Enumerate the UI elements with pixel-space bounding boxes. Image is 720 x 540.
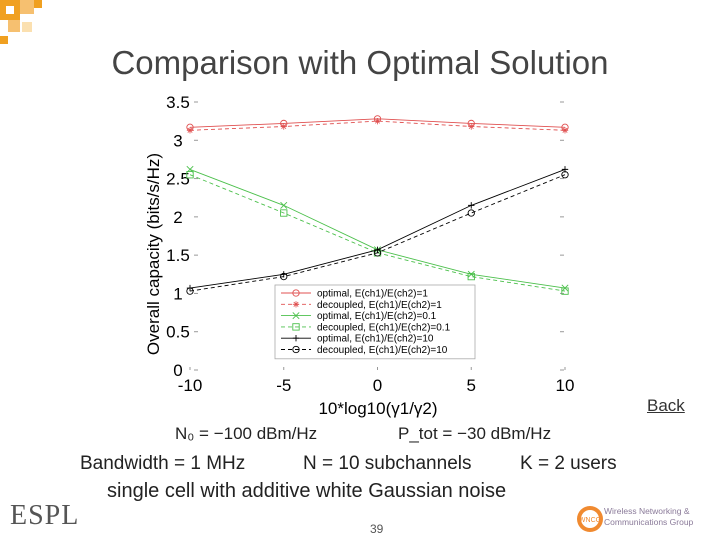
wncg-line-2: Communications Group <box>604 517 694 527</box>
data-point <box>468 202 475 209</box>
data-point <box>280 201 288 209</box>
x-axis-label: 10*log10(γ1/γ2) <box>318 399 437 418</box>
y-tick-label: 2.5 <box>166 170 190 189</box>
noise-density-eq: N₀ = −100 dBm/Hz <box>175 424 318 443</box>
data-point <box>292 289 300 297</box>
y-axis-label: Overall capacity (bits/s/Hz) <box>144 153 163 355</box>
back-link[interactable]: Back <box>647 396 685 415</box>
legend-entry: optimal, E(ch1)/E(ch2)=10 <box>317 334 434 345</box>
y-tick-label: 3 <box>173 131 182 150</box>
corner-decoration <box>0 0 42 44</box>
page-title: Comparison with Optimal Solution <box>111 44 609 81</box>
legend-entry: decoupled, E(ch1)/E(ch2)=1 <box>317 300 442 311</box>
scenario-description: single cell with additive white Gaussian… <box>107 480 507 502</box>
data-point <box>467 272 475 281</box>
data-point <box>374 117 381 125</box>
data-point <box>292 323 300 331</box>
espl-logo: ESPL <box>10 500 80 531</box>
data-point <box>467 209 475 217</box>
wncg-logo-text: Wireless Networking & Communications Gro… <box>604 506 693 528</box>
series-3 <box>186 165 569 292</box>
data-point <box>561 171 569 179</box>
data-point <box>280 123 287 130</box>
wncg-badge-text: WNCG <box>579 517 601 524</box>
total-power-eq: P_tot = −30 dBm/Hz <box>398 424 552 443</box>
y-tick-label: 0 <box>173 361 182 380</box>
x-tick-label: 5 <box>467 376 476 395</box>
bandwidth-eq: Bandwidth = 1 MHz <box>80 453 246 474</box>
x-tick-label: 10 <box>556 376 575 395</box>
series-2 <box>186 117 569 134</box>
data-point <box>186 287 194 295</box>
y-tick-label: 0.5 <box>166 323 190 342</box>
data-point <box>292 335 300 342</box>
series-line <box>189 174 566 292</box>
data-point <box>292 301 300 308</box>
data-point <box>280 272 288 281</box>
legend-entry: optimal, E(ch1)/E(ch2)=0.1 <box>317 311 437 322</box>
legend-entry: optimal, E(ch1)/E(ch2)=1 <box>317 289 428 300</box>
series-6 <box>186 171 569 295</box>
subchannels-eq: N = 10 subchannels <box>303 453 472 474</box>
data-point <box>280 209 288 217</box>
y-tick-label: 1.5 <box>166 246 190 265</box>
data-point <box>373 249 382 257</box>
y-tick-label: 1 <box>173 284 182 303</box>
data-point <box>292 345 300 354</box>
wncg-line-1: Wireless Networking & <box>604 506 690 516</box>
y-tick-label: 3.5 <box>166 93 190 112</box>
series-line <box>189 168 566 289</box>
users-eq: K = 2 users <box>520 453 617 474</box>
chart-series <box>186 115 569 295</box>
y-tick-label: 2 <box>173 208 182 227</box>
data-point <box>186 171 194 179</box>
page-number: 39 <box>370 522 384 536</box>
capacity-chart: -10 -5 0 5 10 0 0.5 1 1.5 2 2.5 3 3.5 optimal, E(ch1… <box>144 93 574 418</box>
x-tick-label: -5 <box>276 376 291 395</box>
x-tick-label: 0 <box>373 376 382 395</box>
series-5 <box>186 166 569 292</box>
series-line <box>189 168 566 289</box>
data-point <box>561 287 569 295</box>
series-line <box>189 174 566 292</box>
x-tick-label: -10 <box>178 376 203 395</box>
data-point <box>186 127 194 134</box>
legend-box <box>274 284 476 360</box>
data-point <box>292 312 300 320</box>
legend-entry: decoupled, E(ch1)/E(ch2)=10 <box>317 345 448 356</box>
wncg-logo-icon: WNCG <box>577 506 603 532</box>
data-point <box>468 123 475 130</box>
legend-entry: decoupled, E(ch1)/E(ch2)=0.1 <box>317 322 451 333</box>
chart-axes: -10 -5 0 5 10 0 0.5 1 1.5 2 2.5 3 3.5 <box>166 93 574 395</box>
data-point <box>561 127 569 134</box>
